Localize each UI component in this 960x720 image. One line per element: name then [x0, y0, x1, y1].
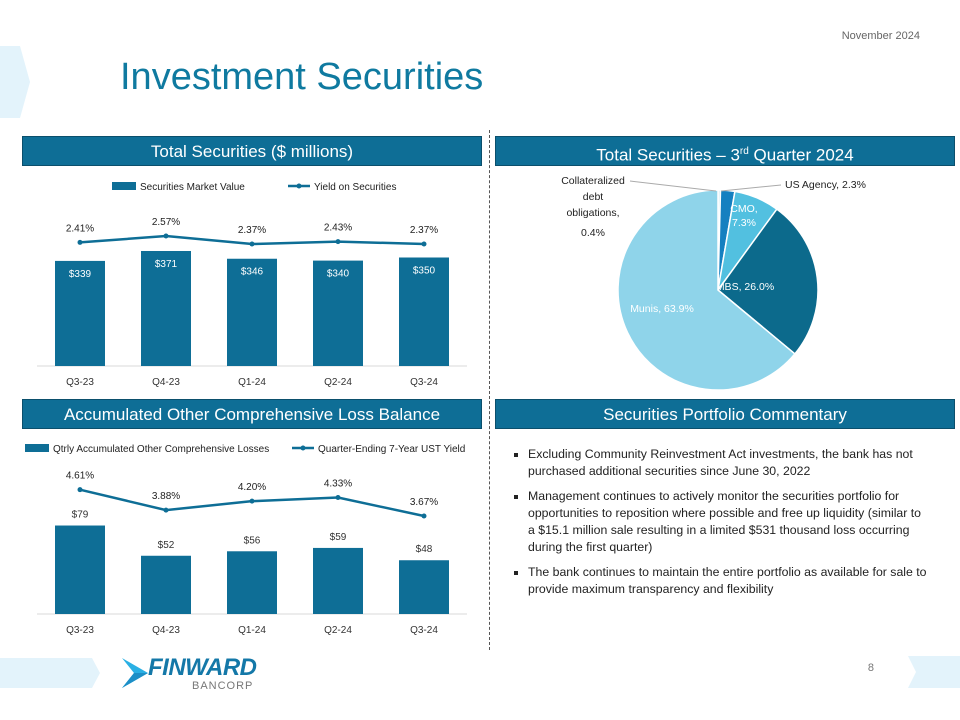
bar: [227, 258, 277, 366]
bar-label: $48: [416, 544, 433, 555]
x-tick-label: Q3-23: [66, 377, 94, 388]
bar: [55, 525, 105, 614]
bar: [141, 250, 191, 366]
bar: [313, 547, 363, 614]
pie-leader-line: [629, 180, 717, 192]
pie-chart: CMO, 7.3% MBS, 26.0% Munis, 63.9% US Agency,…: [561, 175, 866, 391]
line-label: 4.20%: [238, 482, 266, 493]
bar: [399, 560, 449, 614]
bar-label: $339: [69, 269, 92, 280]
pie-label: Munis, 63.9%: [630, 303, 694, 315]
bar-label: $340: [327, 269, 350, 280]
x-tick-label: Q3-24: [410, 625, 438, 636]
legend-line-label: Yield on Securities: [314, 182, 396, 193]
line-point: [421, 241, 427, 247]
pie-title-text: Total Securities – 3: [596, 145, 740, 165]
x-tick-label: Q2-24: [324, 377, 352, 388]
panel-header-total-securities: Total Securities ($ millions): [22, 136, 482, 166]
legend-line-marker: [296, 183, 302, 189]
line-label: 2.43%: [324, 223, 352, 234]
panel-header-aocl: Accumulated Other Comprehensive Loss Bal…: [22, 399, 482, 429]
line-label: 3.67%: [410, 497, 438, 508]
line-point: [163, 233, 169, 239]
commentary: Excluding Community Reinvestment Act inv…: [510, 446, 930, 606]
page-number: 8: [867, 662, 874, 674]
legend-bar-swatch: [112, 182, 136, 190]
x-tick-label: Q2-24: [324, 625, 352, 636]
line-label: 2.37%: [238, 225, 266, 236]
line-label: 3.88%: [152, 491, 180, 502]
bar: [227, 551, 277, 614]
line-label: 4.61%: [66, 471, 94, 482]
footer-decoration-left: [0, 658, 100, 688]
panel-header-commentary: Securities Portfolio Commentary: [495, 399, 955, 429]
bar-label: $52: [158, 540, 175, 551]
bar-label: $56: [244, 535, 261, 546]
bar-label: $59: [330, 532, 347, 543]
line-point: [249, 241, 255, 247]
line-point: [335, 495, 341, 501]
line-label: 2.41%: [66, 223, 94, 234]
logo-subtext: BANCORP: [192, 680, 254, 692]
bar-label: $346: [241, 267, 264, 278]
pie-leader-line: [720, 184, 782, 192]
pie-title-text-end: Quarter 2024: [748, 145, 854, 165]
x-tick-label: Q3-23: [66, 625, 94, 636]
page-title: Investment Securities: [120, 56, 484, 98]
x-tick-label: Q4-23: [152, 377, 180, 388]
line-label: 2.57%: [152, 217, 180, 228]
pie-slice: [716, 208, 819, 355]
pie-title-sup: rd: [739, 146, 749, 157]
footer-decoration-right: [908, 656, 960, 688]
bar: [313, 260, 363, 366]
panel-header-pie: Total Securities – 3rd Quarter 2024: [495, 136, 955, 166]
line-point: [335, 239, 341, 245]
logo-arrow-icon: [122, 658, 148, 688]
line-point: [249, 498, 255, 504]
aocl-chart: Qtrly Accumulated Other Comprehensive Lo…: [25, 444, 467, 636]
pie-label-value: 7.3%: [732, 217, 756, 229]
pie-label-cdo: debt: [583, 191, 604, 203]
logo-text: FINWARD: [148, 654, 257, 681]
line-label: 4.33%: [324, 479, 352, 490]
pie-label: MBS, 26.0%: [716, 281, 774, 293]
line-label: 2.37%: [410, 225, 438, 236]
pie-label-cdo: 0.4%: [581, 227, 605, 239]
legend-bar-label: Qtrly Accumulated Other Comprehensive Lo…: [53, 444, 269, 455]
securities-chart: Securities Market Value Yield on Securiti…: [37, 182, 467, 388]
commentary-item: The bank continues to maintain the entir…: [528, 564, 930, 598]
commentary-item: Management continues to actively monitor…: [528, 488, 930, 556]
commentary-item: Excluding Community Reinvestment Act inv…: [528, 446, 930, 480]
x-tick-label: Q1-24: [238, 625, 266, 636]
bar: [141, 555, 191, 614]
legend-bar-label: Securities Market Value: [140, 182, 245, 193]
divider: [489, 130, 490, 650]
x-tick-label: Q1-24: [238, 377, 266, 388]
pie-label: CMO,: [730, 203, 757, 215]
bar-label: $79: [72, 510, 89, 521]
line-point: [421, 513, 427, 519]
bar-label: $350: [413, 266, 436, 277]
pie-label-cdo: obligations,: [566, 207, 619, 219]
legend-line-marker: [300, 445, 306, 451]
line-point: [163, 507, 169, 513]
legend-line-label: Quarter-Ending 7-Year UST Yield: [318, 444, 465, 455]
line-point: [77, 239, 83, 245]
date: November 2024: [841, 30, 920, 42]
line-point: [77, 487, 83, 493]
legend-bar-swatch: [25, 444, 49, 452]
bar: [399, 257, 449, 366]
pie-label-cdo: Collateralized: [561, 175, 625, 187]
header-decoration: [0, 46, 30, 118]
bar-label: $371: [155, 259, 178, 270]
x-tick-label: Q4-23: [152, 625, 180, 636]
x-tick-label: Q3-24: [410, 377, 438, 388]
pie-label: US Agency, 2.3%: [785, 179, 866, 191]
pie-slice: [617, 189, 796, 391]
bar: [55, 260, 105, 366]
